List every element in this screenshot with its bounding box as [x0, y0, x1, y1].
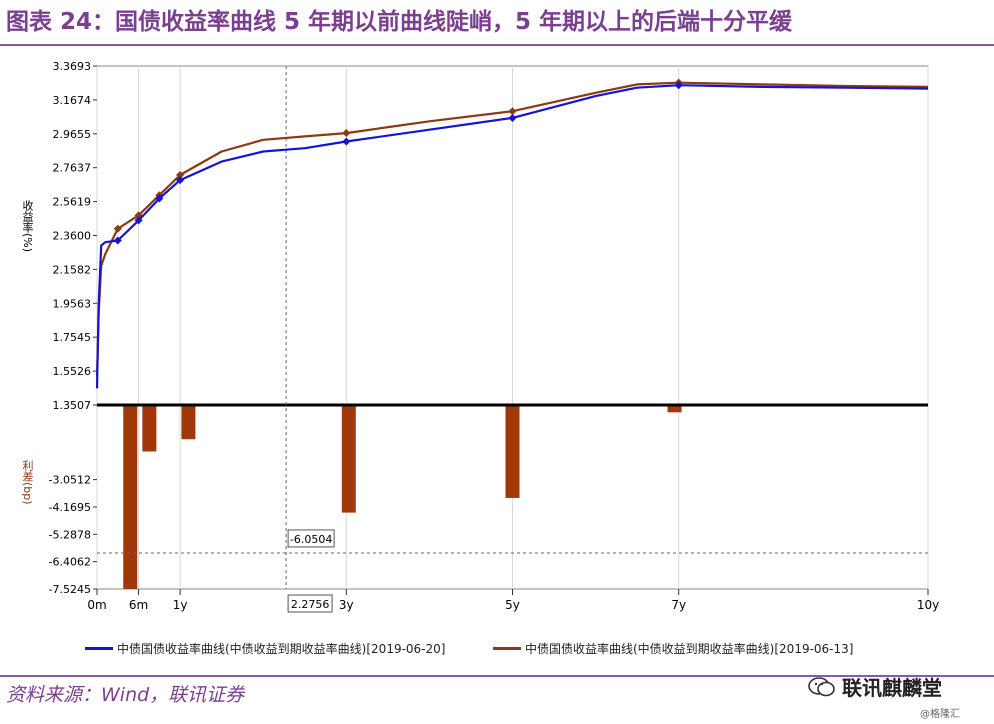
brand-name: 联讯麒麟堂 [842, 676, 942, 700]
sub-brand: @格隆汇 [920, 709, 960, 720]
spread-y-tick-label: -7.5245 [49, 583, 91, 596]
y-tick-label: 3.3693 [53, 60, 92, 73]
crosshair-value-label: -6.0504 [290, 533, 332, 546]
spread-y-tick-label: -5.2878 [49, 528, 91, 541]
series-marker-0620 [155, 194, 164, 203]
spread-y-tick-label: -6.4062 [49, 556, 91, 569]
crosshair-x-label: 2.2756 [291, 598, 330, 611]
title-divider [0, 44, 994, 46]
spread-bar [341, 405, 356, 513]
y-axis-label-spread: 利差(bp) [21, 460, 34, 505]
series-marker-0613 [342, 129, 351, 138]
series-marker-0620 [674, 81, 683, 90]
footer-divider [0, 675, 994, 677]
x-tick-label: 10y [917, 598, 939, 612]
series-marker-0620 [508, 113, 517, 122]
y-tick-label: 1.3507 [53, 399, 92, 412]
source-note: 资料来源：Wind，联讯证券 [6, 684, 245, 706]
x-tick-label: 0m [87, 598, 106, 612]
y-tick-label: 1.9563 [53, 297, 92, 310]
yield-curve-chart: 0m 6m 1y 3y 5y 7y 10y 3.3693 3.1674 2.9655 2.7637 2… [49, 60, 939, 613]
y-tick-label: 2.5619 [53, 196, 92, 209]
series-line-0613 [95, 81, 929, 377]
series-marker-0613 [176, 171, 185, 180]
legend-label-0613: 中债国债收益率曲线(中债收益到期收益率曲线)[2019-06-13] [525, 642, 854, 656]
legend-swatch-0620 [85, 647, 113, 650]
legend-item-0620[interactable]: 中债国债收益率曲线(中债收益到期收益率曲线)[2019-06-20] [85, 640, 445, 657]
series-marker-0620 [176, 176, 185, 185]
spread-y-tick-label: -3.0512 [49, 474, 91, 487]
spread-bar [181, 405, 196, 440]
spread-y-tick-label: -4.1695 [49, 501, 91, 514]
series-marker-0620 [342, 137, 351, 146]
legend-item-0613[interactable]: 中债国债收益率曲线(中债收益到期收益率曲线)[2019-06-13] [493, 640, 853, 657]
crosshair-value-box [287, 529, 335, 548]
series-line-0620 [95, 84, 929, 389]
series-marker-0613 [508, 107, 517, 116]
x-tick-label: 7y [671, 598, 686, 612]
crosshair-x-box [287, 594, 333, 613]
x-tick-label: 5y [505, 598, 520, 612]
y-tick-label: 3.1674 [53, 94, 92, 107]
x-tick-label: 1y [173, 598, 188, 612]
y-tick-label: 2.1582 [53, 263, 92, 276]
legend-label-0620: 中债国债收益率曲线(中债收益到期收益率曲线)[2019-06-20] [117, 642, 446, 656]
spread-bar [505, 405, 520, 498]
spread-bar [142, 405, 157, 452]
spread-bar [667, 405, 682, 413]
series-marker-0620 [134, 216, 143, 225]
legend-swatch-0613 [493, 647, 521, 650]
series-marker-0613 [113, 224, 122, 233]
y-tick-label: 2.3600 [53, 230, 92, 243]
wechat-icon [808, 677, 835, 697]
y-tick-label: 2.9655 [53, 128, 92, 141]
y-tick-label: 1.7545 [53, 331, 92, 344]
page-title: 图表 24：国债收益率曲线 5 年期以前曲线陡峭，5 年期以上的后端十分平缓 [6, 9, 793, 35]
spread-bar [123, 405, 138, 589]
x-tick-label: 3y [339, 598, 354, 612]
y-tick-label: 1.5526 [53, 365, 92, 378]
y-tick-label: 2.7637 [53, 162, 92, 175]
x-tick-label: 6m [129, 598, 148, 612]
y-axis-label-yield: 收益率(%) [21, 200, 34, 253]
series-marker-0620 [113, 236, 122, 245]
